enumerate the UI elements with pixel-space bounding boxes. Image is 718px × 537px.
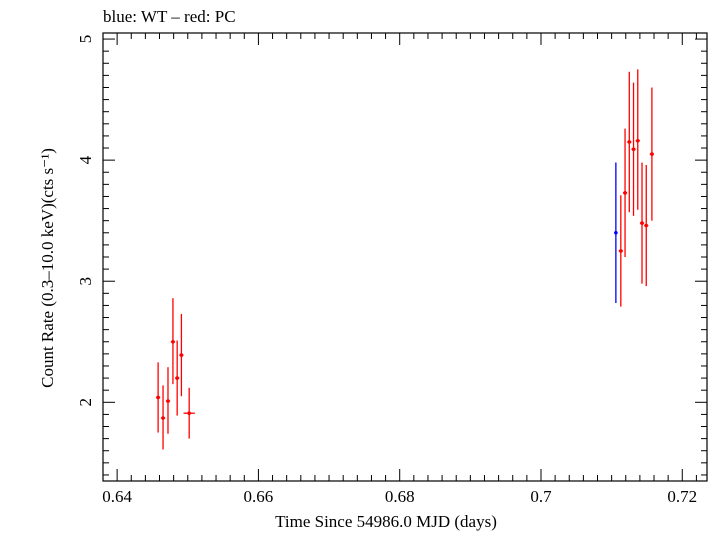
data-point — [166, 399, 170, 403]
data-point — [161, 416, 165, 420]
data-series — [156, 69, 654, 449]
data-point — [650, 152, 654, 156]
data-point — [627, 140, 631, 144]
data-point — [640, 221, 644, 225]
series-pc — [156, 69, 654, 449]
y-axis-label: Count Rate (0.3–10.0 keV)(cts s⁻¹) — [38, 148, 57, 388]
x-tick-label: 0.64 — [102, 487, 132, 506]
x-tick-label: 0.68 — [385, 487, 415, 506]
data-point — [180, 353, 184, 357]
chart-title: blue: WT – red: PC — [103, 7, 236, 26]
data-point — [614, 231, 618, 235]
x-tick-label: 0.72 — [667, 487, 697, 506]
data-point — [632, 147, 636, 151]
ticks: 0.64 0.66 0.68 0.7 0.72 2 3 4 5 — [76, 33, 707, 506]
data-point — [175, 376, 179, 380]
data-point — [156, 396, 160, 400]
x-axis-label: Time Since 54986.0 MJD (days) — [275, 512, 497, 531]
y-tick-label: 2 — [76, 398, 95, 407]
y-tick-label: 5 — [76, 35, 95, 44]
data-point — [623, 191, 627, 195]
y-tick-label: 3 — [76, 277, 95, 286]
data-point — [619, 249, 623, 253]
data-point — [187, 411, 191, 415]
data-point — [171, 340, 175, 344]
data-point — [636, 139, 640, 143]
x-tick-label: 0.66 — [244, 487, 274, 506]
data-point — [644, 224, 648, 228]
y-tick-label: 4 — [76, 155, 95, 164]
series-wt — [614, 163, 618, 303]
x-tick-label: 0.7 — [530, 487, 552, 506]
